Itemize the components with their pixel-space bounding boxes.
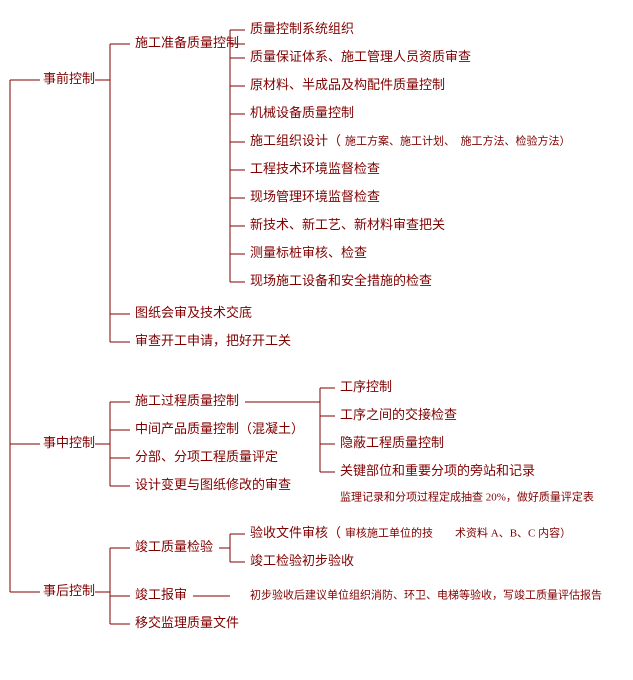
pa-1-note: 审核施工单位的技 术资料 A、B、C 内容） [345,526,571,540]
post-child-1: 竣工报审 [135,587,187,602]
post-child-0: 竣工质量检验 [135,539,213,554]
pre-draw: 图纸会审及技术交底 [135,305,252,320]
pa-1: 验收文件审核（ [250,525,341,540]
mid-child-3: 设计变更与图纸修改的审查 [135,477,291,492]
post-rep-note: 初步验收后建议单位组织消防、环卫、电梯等验收，写竣工质量评估报告 [250,588,602,602]
pp-3: 原材料、半成品及构配件质量控制 [250,77,445,92]
pp-6: 工程技术环境监督检查 [250,161,380,176]
pp-1: 质量控制系统组织 [250,21,354,36]
tree-diagram: 事前控制事中控制事后控制 施工准备质量控制图纸会审及技术交底审查开工申请，把好开工… [0,10,633,670]
mp-4: 关键部位和重要分项的旁站和记录 [340,463,535,478]
mp-1: 工序控制 [340,379,392,394]
pp-4: 机械设备质量控制 [250,105,354,120]
root-pre: 事前控制 [43,71,95,86]
pp-5-note: 施工方案、施工计划、 施工方法、检验方法） [345,134,571,148]
mp-2: 工序之间的交接检查 [340,407,457,422]
mid-child-0: 施工过程质量控制 [135,393,239,408]
pa-2: 竣工检验初步验收 [250,553,354,568]
pp-10: 现场施工设备和安全措施的检查 [250,273,432,288]
pp-2: 质量保证体系、施工管理人员资质审查 [250,49,471,64]
pre-start: 审查开工申请，把好开工关 [135,333,291,348]
mp-3: 隐蔽工程质量控制 [340,435,444,450]
mid-child-1: 中间产品质量控制（混凝土） [135,421,304,436]
pp-9: 测量标桩审核、检查 [250,245,367,260]
pp-5: 施工组织设计（ [250,133,341,148]
post-child-2: 移交监理质量文件 [135,615,239,630]
pre-prep: 施工准备质量控制 [135,35,239,50]
pp-8: 新技术、新工艺、新材料审查把关 [250,217,445,232]
mid-child-2: 分部、分项工程质量评定 [135,449,278,464]
root-post: 事后控制 [43,583,95,598]
pp-7: 现场管理环境监督检查 [250,189,380,204]
root-mid: 事中控制 [43,435,95,450]
mid-note: 监理记录和分项过程定成抽查 20%，做好质量评定表 [340,490,594,504]
